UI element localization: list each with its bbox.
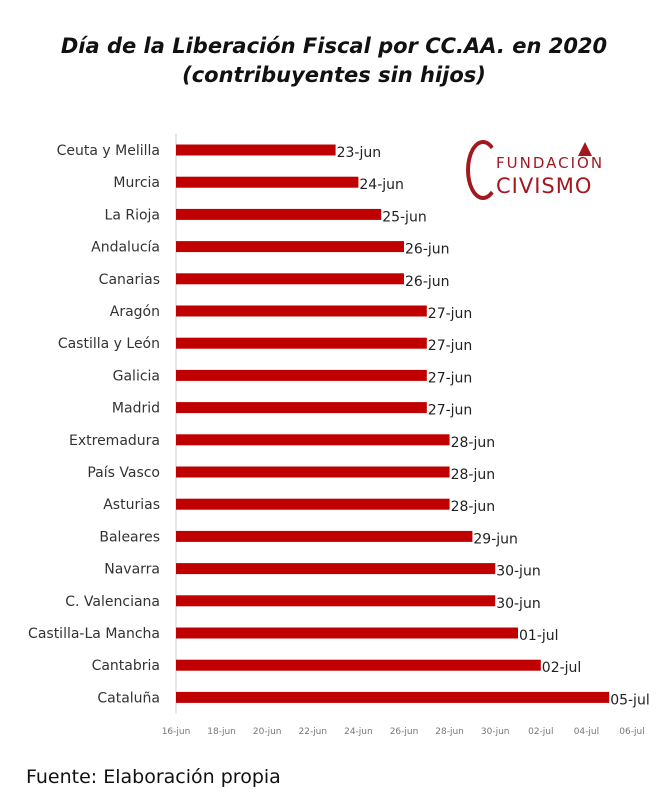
chart-subtitle: (contribuyentes sin hijos) (182, 63, 486, 87)
data-label: 26-jun (405, 274, 450, 290)
category-label: Andalucía (91, 240, 160, 256)
category-label: Extremadura (69, 433, 160, 449)
category-label: Canarias (99, 272, 160, 288)
x-tick-label: 18-jun (207, 727, 236, 737)
category-label: Aragón (110, 304, 160, 320)
data-label: 23-jun (337, 145, 382, 161)
category-label: La Rioja (105, 207, 160, 223)
logo-c-mark (466, 140, 500, 200)
bar (176, 659, 541, 671)
bar (176, 627, 518, 639)
data-label: 24-jun (359, 177, 404, 193)
data-label: 02-jul (542, 660, 582, 676)
x-tick-label: 16-jun (162, 727, 191, 737)
data-label: 27-jun (428, 370, 473, 386)
logo-caret-mark (578, 142, 592, 156)
data-label: 28-jun (451, 467, 496, 483)
chart-title: Día de la Liberación Fiscal por CC.AA. e… (60, 34, 608, 58)
category-label: Ceuta y Melilla (57, 143, 160, 159)
bar (176, 144, 336, 156)
data-label: 01-jul (519, 628, 559, 644)
x-tick-label: 22-jun (298, 727, 327, 737)
logo-line-1: FUNDACIÓN (496, 154, 605, 172)
bar (176, 176, 359, 188)
data-label: 30-jun (496, 596, 541, 612)
data-label: 28-jun (451, 499, 496, 515)
data-label: 28-jun (451, 435, 496, 451)
x-tick-label: 24-jun (344, 727, 373, 737)
bar-chart: Ceuta y Melilla 23-jun Murcia 24-jun La Rioj… (28, 134, 650, 737)
data-label: 27-jun (428, 338, 473, 354)
bar (176, 595, 496, 607)
bar (176, 208, 382, 220)
bar (176, 273, 404, 285)
source-note: Fuente: Elaboración propia (26, 766, 281, 788)
data-label: 25-jun (382, 209, 427, 225)
bar (176, 563, 496, 575)
bar (176, 402, 427, 414)
category-label: Madrid (112, 401, 160, 417)
data-label: 05-jul (610, 692, 650, 708)
category-label: Cataluña (97, 690, 160, 706)
x-tick-label: 04-jul (574, 727, 599, 737)
bar (176, 691, 610, 703)
x-tick-label: 30-jun (481, 727, 510, 737)
data-label: 27-jun (428, 306, 473, 322)
category-label: País Vasco (87, 465, 160, 481)
data-label: 27-jun (428, 403, 473, 419)
bar (176, 498, 450, 510)
category-label: Navarra (104, 562, 160, 578)
bar (176, 305, 427, 317)
x-tick-label: 28-jun (435, 727, 464, 737)
bar (176, 530, 473, 542)
category-label: Murcia (113, 175, 160, 191)
data-label: 30-jun (496, 564, 541, 580)
category-label: Asturias (103, 497, 160, 513)
data-label: 29-jun (473, 531, 518, 547)
category-label: Baleares (99, 529, 160, 545)
fundacion-civismo-logo: FUNDACIÓN CIVISMO (466, 140, 636, 206)
bar (176, 369, 427, 381)
x-tick-label: 02-jul (528, 727, 553, 737)
category-label: Castilla y León (58, 336, 160, 352)
bar (176, 434, 450, 446)
bar (176, 241, 404, 253)
category-label: Castilla-La Mancha (28, 626, 160, 642)
logo-line-2: CIVISMO (496, 174, 593, 198)
category-label: C. Valenciana (65, 594, 160, 610)
bar (176, 466, 450, 478)
bar (176, 337, 427, 349)
category-label: Cantabria (92, 658, 160, 674)
x-tick-label: 26-jun (390, 727, 419, 737)
x-tick-label: 20-jun (253, 727, 282, 737)
x-tick-label: 06-jul (619, 727, 644, 737)
data-label: 26-jun (405, 242, 450, 258)
category-label: Galicia (113, 368, 160, 384)
